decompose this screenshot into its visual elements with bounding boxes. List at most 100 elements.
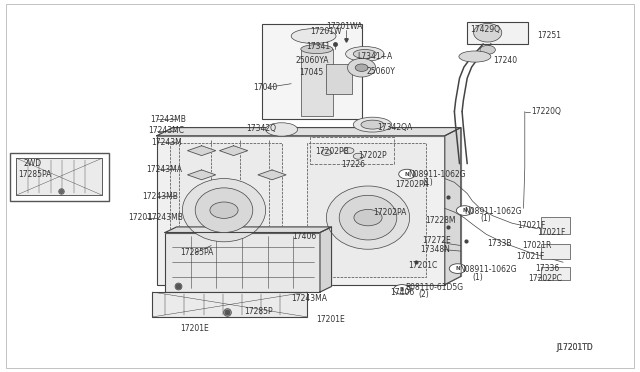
Bar: [165, 232, 320, 292]
Text: 17272E: 17272E: [422, 236, 451, 245]
Ellipse shape: [449, 264, 466, 273]
Text: 17021F: 17021F: [516, 252, 544, 261]
Text: 17243MB: 17243MB: [142, 192, 178, 201]
Ellipse shape: [480, 45, 495, 54]
Polygon shape: [165, 227, 332, 232]
Bar: [157, 136, 445, 285]
Ellipse shape: [321, 150, 332, 155]
Bar: [310, 137, 394, 164]
Text: 17201: 17201: [128, 213, 152, 222]
Polygon shape: [445, 128, 461, 285]
Text: 17201W: 17201W: [310, 27, 342, 36]
Text: 17406: 17406: [292, 232, 316, 241]
Text: J17201TD: J17201TD: [557, 343, 593, 352]
Ellipse shape: [399, 169, 415, 179]
Ellipse shape: [353, 49, 376, 58]
Ellipse shape: [346, 46, 384, 61]
Bar: [301, 49, 333, 116]
Bar: [541, 217, 570, 234]
Text: 17243MC: 17243MC: [148, 126, 184, 135]
Text: N: N: [455, 266, 460, 271]
Text: 17251: 17251: [538, 31, 562, 40]
Ellipse shape: [353, 153, 364, 159]
Text: 17336: 17336: [535, 264, 559, 273]
Ellipse shape: [291, 29, 336, 44]
Ellipse shape: [355, 64, 368, 71]
Bar: [541, 244, 570, 259]
Text: N08911-1062G: N08911-1062G: [465, 207, 522, 216]
Ellipse shape: [339, 195, 397, 240]
Ellipse shape: [394, 285, 410, 294]
Text: 1733B: 1733B: [488, 239, 512, 248]
Text: N08911-1062G: N08911-1062G: [460, 265, 517, 274]
Text: L7341+A: L7341+A: [357, 52, 392, 61]
Polygon shape: [220, 146, 248, 155]
Text: 17021F: 17021F: [538, 228, 566, 237]
Text: 17228M: 17228M: [426, 216, 456, 225]
Ellipse shape: [354, 209, 382, 226]
Text: 17243MB: 17243MB: [150, 115, 186, 124]
Text: 17240: 17240: [493, 56, 517, 65]
Text: 17429Q: 17429Q: [470, 25, 500, 34]
Text: (2): (2): [419, 290, 429, 299]
Text: 17285PA: 17285PA: [180, 248, 214, 257]
Text: 17341: 17341: [306, 42, 330, 51]
Text: B: B: [400, 287, 404, 292]
Text: (1): (1): [422, 178, 433, 187]
Polygon shape: [258, 170, 286, 180]
Polygon shape: [157, 128, 461, 136]
Bar: [152, 292, 307, 317]
Text: 17202PA: 17202PA: [373, 208, 406, 217]
Ellipse shape: [266, 123, 298, 136]
Text: 17201WA: 17201WA: [326, 22, 363, 31]
Ellipse shape: [182, 179, 266, 242]
Bar: [307, 143, 426, 277]
Text: 17243MA: 17243MA: [146, 165, 182, 174]
Ellipse shape: [459, 51, 491, 62]
Text: 17348N: 17348N: [420, 245, 450, 254]
Polygon shape: [188, 170, 216, 180]
Text: 17201E: 17201E: [316, 315, 345, 324]
Text: N: N: [462, 208, 467, 213]
Bar: [10, 153, 109, 201]
Ellipse shape: [348, 58, 376, 77]
Text: N: N: [404, 171, 410, 177]
Ellipse shape: [474, 23, 502, 42]
Text: 17201E: 17201E: [180, 324, 209, 333]
Bar: [541, 267, 570, 280]
Ellipse shape: [353, 117, 392, 132]
Polygon shape: [188, 146, 216, 155]
Ellipse shape: [326, 186, 410, 249]
Text: (1): (1): [472, 273, 483, 282]
Text: N08911-1062G: N08911-1062G: [408, 170, 466, 179]
Ellipse shape: [195, 188, 253, 232]
Text: 17243MA: 17243MA: [291, 294, 327, 303]
Text: 17406: 17406: [390, 288, 414, 297]
Text: 2WD: 2WD: [24, 159, 42, 168]
Text: 17342QA: 17342QA: [378, 123, 413, 132]
Text: 17021R: 17021R: [522, 241, 552, 250]
Ellipse shape: [301, 45, 333, 54]
Text: 17243MB: 17243MB: [147, 213, 183, 222]
Text: 17220Q: 17220Q: [531, 107, 561, 116]
Ellipse shape: [361, 120, 384, 129]
Text: 17285PA: 17285PA: [18, 170, 51, 179]
Text: 25060Y: 25060Y: [366, 67, 395, 76]
Bar: [16, 158, 102, 195]
Bar: [262, 24, 362, 119]
Ellipse shape: [456, 206, 473, 215]
Text: 17243M: 17243M: [152, 138, 182, 147]
Text: 25060YA: 25060YA: [296, 56, 329, 65]
Text: 17045: 17045: [300, 68, 324, 77]
Text: 17021F: 17021F: [517, 221, 545, 230]
Text: 17202PB: 17202PB: [315, 147, 349, 155]
Text: 17202PC: 17202PC: [528, 274, 562, 283]
Polygon shape: [320, 227, 332, 292]
Text: 17040: 17040: [253, 83, 277, 92]
Bar: [467, 22, 528, 44]
Text: B08110-61D5G: B08110-61D5G: [405, 283, 463, 292]
Ellipse shape: [344, 148, 354, 154]
Text: J17201TD: J17201TD: [557, 343, 593, 352]
Text: 17201C: 17201C: [408, 262, 438, 270]
Ellipse shape: [210, 202, 238, 218]
